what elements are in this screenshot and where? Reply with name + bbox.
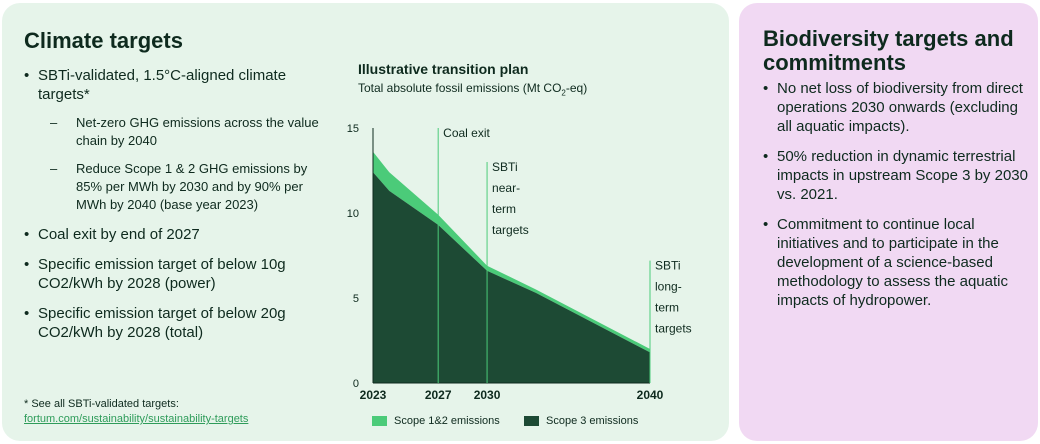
legend-scope12: Scope 1&2 emissions [372, 415, 500, 427]
legend-label-scope3: Scope 3 emissions [546, 415, 639, 427]
chart-subtitle-end: -eq) [565, 81, 588, 95]
climate-targets-panel: Climate targets SBTi-validated, 1.5°C-al… [2, 3, 729, 441]
emissions-area-chart: 0 5 10 15 2023 2027 2030 2040 Coal exit SBTi near-… [347, 123, 692, 402]
list-item: 50% reduction in dynamic terrestrial imp… [763, 147, 1033, 204]
biodiversity-panel: Biodiversity targets and commitments No … [739, 3, 1038, 441]
chart-subtitle-subscript: 2 [561, 88, 566, 98]
sub-list-item: Net-zero GHG emissions across the value … [38, 114, 324, 150]
x-tick-label: 2030 [474, 388, 501, 402]
list-item: No net loss of biodiversity from direct … [763, 79, 1033, 136]
biodiversity-target-list: No net loss of biodiversity from direct … [763, 79, 1033, 321]
area-scope3 [373, 172, 650, 383]
y-tick-label: 5 [353, 293, 359, 305]
legend-scope3: Scope 3 emissions [524, 415, 638, 427]
footnote-text: * See all SBTi-validated targets: [24, 398, 179, 410]
climate-target-list: SBTi-validated, 1.5°C-aligned climate ta… [24, 66, 324, 353]
x-tick-label: 2040 [637, 388, 664, 402]
legend-swatch-scope12 [372, 416, 387, 426]
sub-target-list: Net-zero GHG emissions across the value … [38, 114, 324, 214]
annotation-label: Coal exit [443, 126, 490, 140]
list-item: Commitment to continue local initiatives… [763, 215, 1033, 310]
sub-list-item: Reduce Scope 1 & 2 GHG emissions by 85% … [38, 160, 324, 214]
annotation-label: SBTi near-term targets [492, 160, 529, 237]
y-tick-label: 15 [347, 123, 359, 135]
legend-label-scope12: Scope 1&2 emissions [394, 415, 500, 427]
list-item-text: SBTi-validated, 1.5°C-aligned climate ta… [38, 67, 287, 103]
chart-title: Illustrative transition plan [358, 61, 529, 77]
chart-subtitle-main: Total absolute fossil emissions (Mt CO [358, 81, 562, 95]
list-item: Specific emission target of below 10g CO… [24, 255, 324, 293]
list-item: Coal exit by end of 2027 [24, 225, 324, 244]
y-tick-label: 10 [347, 208, 359, 220]
list-item: Specific emission target of below 20g CO… [24, 304, 324, 342]
y-tick-label: 0 [353, 378, 359, 390]
sustainability-targets-link[interactable]: fortum.com/sustainability/sustainability… [24, 413, 249, 425]
footnote: * See all SBTi-validated targets: fortum… [24, 397, 248, 427]
list-item: SBTi-validated, 1.5°C-aligned climate ta… [24, 66, 324, 214]
x-tick-label: 2027 [425, 388, 452, 402]
chart-subtitle: Total absolute fossil emissions (Mt CO2-… [358, 81, 587, 97]
annotation-label: SBTi long-term targets [655, 259, 692, 336]
climate-title: Climate targets [24, 28, 183, 53]
x-tick-label: 2023 [360, 388, 387, 402]
biodiversity-title: Biodiversity targets and commitments [763, 26, 1014, 75]
legend-swatch-scope3 [524, 416, 539, 426]
